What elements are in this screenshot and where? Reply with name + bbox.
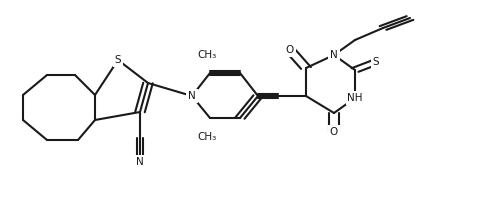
Text: N: N	[188, 91, 196, 101]
Text: CH₃: CH₃	[197, 132, 216, 142]
Text: S: S	[115, 55, 121, 65]
Text: O: O	[286, 45, 294, 55]
Text: N: N	[136, 157, 144, 167]
Text: S: S	[372, 57, 379, 67]
Text: NH: NH	[347, 93, 363, 103]
Text: N: N	[330, 50, 338, 60]
Text: O: O	[330, 127, 338, 137]
Text: CH₃: CH₃	[197, 50, 216, 60]
